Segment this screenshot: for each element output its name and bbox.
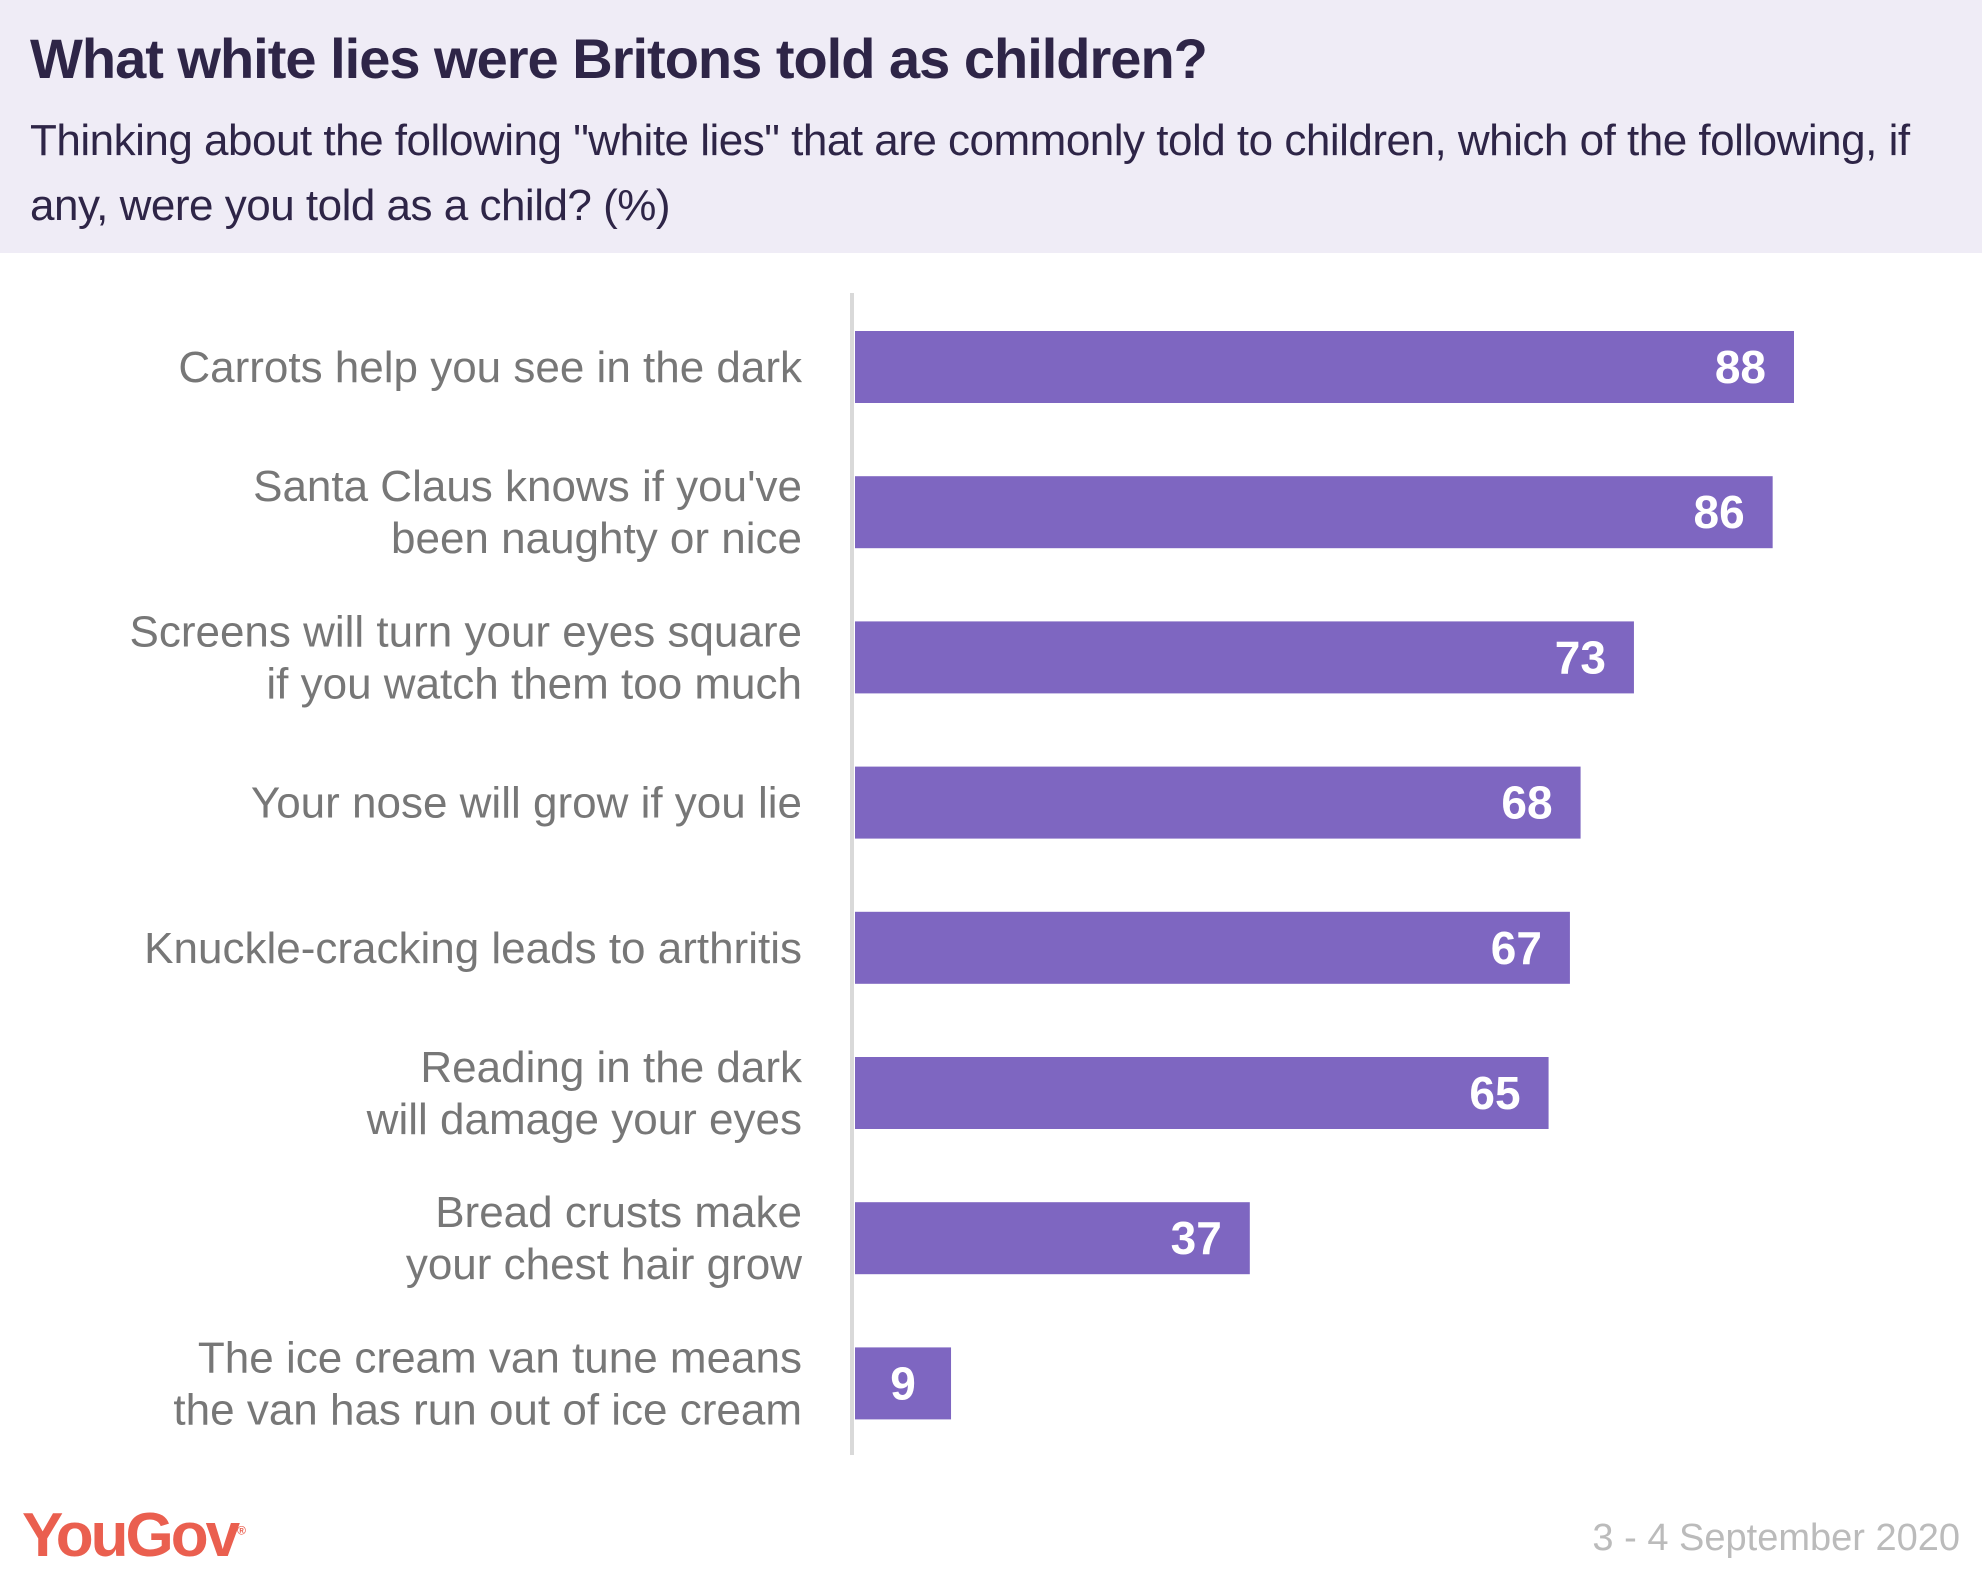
- data-label: 88: [1715, 341, 1766, 393]
- data-label: 65: [1469, 1067, 1520, 1119]
- category-label: Knuckle-cracking leads to arthritis: [144, 924, 802, 973]
- category-label: been naughty or nice: [391, 514, 802, 563]
- data-label: 73: [1555, 631, 1606, 683]
- survey-date: 3 - 4 September 2020: [1592, 1517, 1960, 1559]
- category-label: your chest hair grow: [406, 1240, 802, 1289]
- category-label: Screens will turn your eyes square: [129, 607, 802, 656]
- category-label: will damage your eyes: [366, 1095, 802, 1144]
- bar: [855, 621, 1634, 694]
- category-label: the van has run out of ice cream: [173, 1385, 802, 1434]
- category-label: The ice cream van tune means: [198, 1333, 802, 1382]
- bar: [855, 1202, 1250, 1275]
- bar: [855, 766, 1581, 839]
- category-label: Carrots help you see in the dark: [178, 343, 803, 392]
- logo-text: YouGov: [22, 1501, 240, 1570]
- category-label: if you watch them too much: [266, 659, 802, 708]
- bar: [855, 476, 1773, 549]
- bar: [855, 911, 1570, 984]
- data-label: 68: [1501, 777, 1552, 829]
- yougov-logo: YouGov®: [22, 1501, 246, 1570]
- category-label: Reading in the dark: [420, 1043, 803, 1092]
- data-label: 86: [1693, 486, 1744, 538]
- bar: [855, 1057, 1549, 1129]
- bar: [855, 331, 1794, 403]
- chart-title: What white lies were Britons told as chi…: [30, 27, 1208, 90]
- chart-subtitle: Thinking about the following "white lies…: [30, 116, 1910, 230]
- data-label: 67: [1491, 922, 1542, 974]
- category-label: Santa Claus knows if you've: [253, 462, 802, 511]
- header-panel: What white lies were Britons told as chi…: [0, 0, 1982, 253]
- data-label: 9: [890, 1357, 916, 1409]
- category-label: Your nose will grow if you lie: [251, 779, 802, 828]
- data-label: 37: [1171, 1212, 1222, 1264]
- category-label: Bread crusts make: [435, 1188, 802, 1237]
- bar: [855, 1347, 952, 1420]
